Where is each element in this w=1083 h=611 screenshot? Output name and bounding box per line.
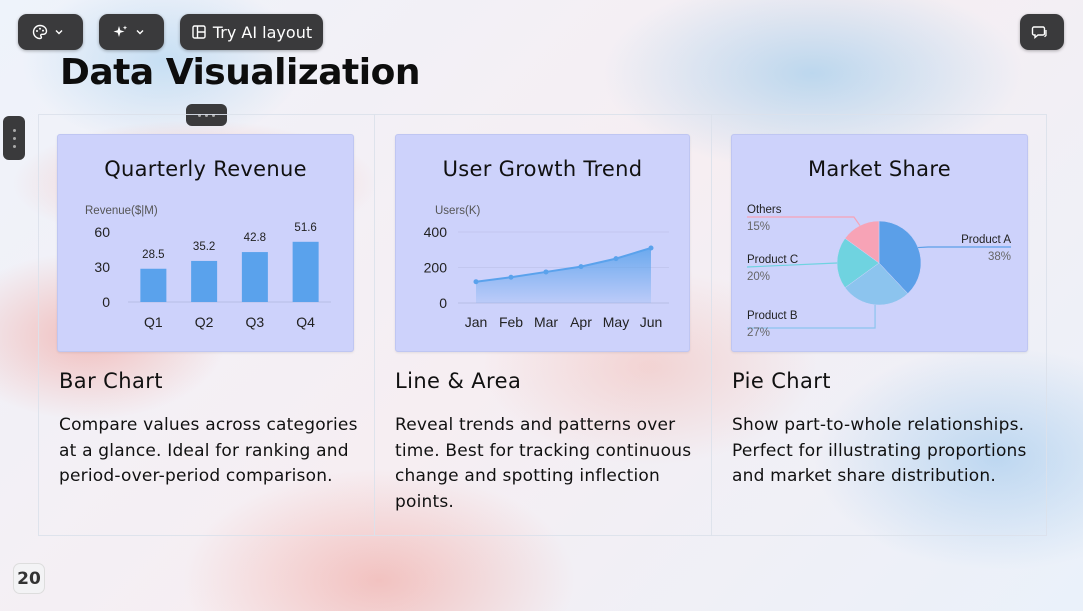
leader-line <box>747 304 876 329</box>
layout-icon <box>192 25 206 39</box>
x-tick-label: Q2 <box>195 314 214 330</box>
sparkle-icon <box>113 25 128 37</box>
chart-title: User Growth Trend <box>442 157 643 181</box>
section-desc-bar[interactable]: Compare values across categories at a gl… <box>59 415 358 486</box>
section-title-line[interactable]: Line & Area <box>395 369 522 393</box>
x-tick-label: Jun <box>640 314 663 330</box>
section-title-pie[interactable]: Pie Chart <box>732 369 831 393</box>
area-chart: Users(K) 0 200 400 Jan Feb Mar Apr May Jun <box>424 205 669 330</box>
x-tick-label: Apr <box>570 314 592 330</box>
x-tick-label: Feb <box>499 314 523 330</box>
slice-name-label: Others <box>747 204 782 216</box>
chevron-down-icon <box>55 30 62 35</box>
bar <box>140 268 167 302</box>
ai-magic-button[interactable] <box>99 14 164 50</box>
x-tick-label: Jan <box>465 314 488 330</box>
y-axis-label: Users(K) <box>435 205 481 217</box>
slide-title[interactable]: Data Visualization <box>60 52 420 93</box>
slice-value-label: 38% <box>988 251 1011 263</box>
section-desc-pie[interactable]: Show part-to-whole relationships. Perfec… <box>732 415 1027 486</box>
x-tick-label: May <box>603 314 629 330</box>
x-tick-label: Q1 <box>144 314 163 330</box>
chart-title: Market Share <box>807 157 952 181</box>
column-drag-handle[interactable] <box>186 104 227 126</box>
bar-chart-card[interactable]: Quarterly Revenue Revenue($|M) 0 30 60 28.5 Q… <box>57 134 354 352</box>
y-tick-label: 60 <box>94 224 110 240</box>
x-tick-label: Q4 <box>296 314 315 330</box>
bar <box>191 260 218 302</box>
y-axis-label: Revenue($|M) <box>85 205 158 217</box>
slice-name-label: Product B <box>747 310 798 322</box>
slice-value-label: 27% <box>747 327 770 339</box>
layout-grid <box>38 114 1047 536</box>
y-tick-label: 30 <box>94 259 110 275</box>
slice-name-label: Product C <box>747 254 798 266</box>
row-drag-handle[interactable] <box>3 116 25 160</box>
y-tick-label: 0 <box>102 294 110 310</box>
pie-chart-card[interactable]: Market Share Product A 38% Product B 27% Pro… <box>731 134 1028 352</box>
area-fill <box>476 247 651 303</box>
slice-value-label: 15% <box>747 221 770 233</box>
series-line <box>475 247 652 283</box>
section-title-bar[interactable]: Bar Chart <box>59 369 163 393</box>
page-number[interactable]: 20 <box>13 563 45 594</box>
chart-title: Quarterly Revenue <box>104 157 307 181</box>
chevron-down-icon <box>136 30 144 35</box>
bar-chart: Revenue($|M) 0 30 60 28.5 Q1 35.2 Q2 42.8 Q3 51.6 Q… <box>85 205 331 330</box>
leader-line <box>747 216 861 226</box>
bar <box>292 241 319 302</box>
slice-name-label: Product A <box>961 234 1011 246</box>
pie-slice <box>878 220 922 294</box>
try-ai-layout-label: Try AI layout <box>212 22 313 42</box>
x-tick-label: Q3 <box>246 314 265 330</box>
theme-button[interactable] <box>18 14 83 50</box>
y-tick-label: 200 <box>424 260 448 276</box>
line-chart-card[interactable]: User Growth Trend Users(K) 0 200 400 Jan Feb M… <box>395 134 690 352</box>
section-desc-line[interactable]: Reveal trends and patterns over time. Be… <box>395 415 692 512</box>
column-divider <box>374 114 375 536</box>
data-point <box>613 256 619 262</box>
bar-value-label: 42.8 <box>244 232 266 244</box>
x-tick-label: Mar <box>534 314 558 330</box>
bar-value-label: 28.5 <box>142 249 164 261</box>
leader-line <box>918 246 1011 249</box>
slice-value-label: 20% <box>747 271 770 283</box>
data-point <box>578 264 584 270</box>
try-ai-layout-button[interactable]: Try AI layout <box>180 14 323 50</box>
comments-button[interactable] <box>1020 14 1064 50</box>
data-point <box>648 245 654 251</box>
data-point <box>543 269 549 275</box>
data-point <box>508 274 514 280</box>
palette-icon <box>32 24 47 40</box>
bar-value-label: 51.6 <box>294 222 316 234</box>
pie-chart: Product A 38% Product B 27% Product C 20% Othe… <box>746 204 1011 339</box>
data-point <box>473 279 479 285</box>
leader-line <box>746 262 838 268</box>
y-tick-label: 0 <box>439 295 447 311</box>
bar <box>241 252 268 302</box>
comment-icon <box>1031 25 1047 39</box>
column-divider <box>711 114 712 536</box>
bar-value-label: 35.2 <box>193 241 215 253</box>
y-tick-label: 400 <box>424 224 448 240</box>
